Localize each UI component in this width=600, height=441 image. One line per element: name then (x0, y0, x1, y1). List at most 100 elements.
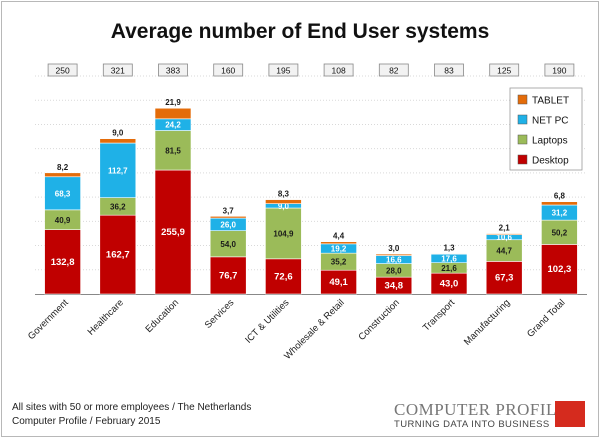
bar-segment-laptops (265, 207, 302, 260)
data-label: 8,2 (57, 163, 69, 172)
total-box (158, 63, 188, 77)
total-box (102, 63, 133, 77)
data-label: 16,6 (386, 256, 402, 265)
legend-entry: Desktop (532, 156, 569, 167)
category-label: Education (143, 297, 181, 335)
total-box (47, 63, 78, 77)
bar-segment-desktop (154, 169, 192, 295)
data-label: 10,6 (496, 233, 512, 242)
total-label: 125 (497, 66, 511, 76)
bar-segment-desktop (99, 214, 137, 295)
data-label: 21,9 (165, 98, 181, 107)
bar-segment-net-pc (44, 176, 81, 211)
data-label: 17,6 (441, 254, 457, 263)
bar-segment-tablet (430, 253, 468, 255)
category-label: Government (26, 297, 71, 342)
data-label: 34,8 (385, 281, 404, 292)
data-label: 72,6 (274, 271, 293, 282)
total-box (213, 63, 244, 77)
data-label: 8,3 (278, 190, 290, 199)
bar-segment-tablet (99, 138, 137, 144)
bar-segment-laptops (209, 230, 247, 258)
bar-segment-tablet (154, 107, 192, 120)
data-label: 26,0 (220, 220, 236, 229)
data-label: 9,0 (112, 129, 124, 138)
total-label: 321 (111, 66, 125, 76)
chart-title: Average number of End User systems (111, 20, 490, 43)
data-label: 35,2 (331, 258, 347, 267)
total-label: 190 (552, 66, 566, 76)
data-label: 68,3 (55, 189, 71, 198)
total-label: 250 (56, 66, 70, 76)
bar-segment-net-pc (99, 142, 137, 198)
data-label: 4,4 (333, 232, 345, 241)
data-label: 9,0 (278, 202, 290, 211)
data-label: 112,7 (108, 166, 128, 175)
data-label: 21,6 (441, 264, 457, 273)
data-label: 36,2 (110, 202, 126, 211)
logo-tagline: TURNING DATA INTO BUSINESS (394, 419, 550, 430)
data-label: 132,8 (51, 257, 75, 268)
computer-profile-logo: COMPUTER PROFILE TURNING DATA INTO BUSIN… (394, 400, 594, 430)
bar-segment-tablet (44, 172, 81, 178)
category-label: ICT & Utilities (243, 297, 292, 346)
bar-segment-tablet (541, 201, 578, 206)
total-box (378, 63, 409, 77)
legend-swatch (517, 134, 528, 145)
bar-segment-tablet (320, 241, 357, 245)
data-label: 19,2 (331, 245, 347, 254)
legend-swatch (517, 154, 528, 165)
legend-entry: NET PC (532, 116, 569, 127)
total-box (268, 63, 299, 77)
category-label: Manufacturing (462, 297, 512, 347)
bar-segment-desktop (44, 229, 81, 295)
data-label: 162,7 (106, 250, 130, 261)
data-label: 3,0 (388, 244, 400, 253)
category-label: Grand Total (525, 297, 567, 339)
data-label: 49,1 (329, 277, 348, 288)
category-label: Services (203, 297, 237, 331)
total-label: 195 (276, 66, 290, 76)
data-label: 6,8 (554, 192, 566, 201)
legend-entry: Laptops (532, 136, 568, 147)
data-label: 3,7 (223, 206, 235, 215)
data-label: 54,0 (220, 240, 236, 249)
bar-segment-desktop (541, 244, 578, 295)
data-label: 67,3 (495, 273, 514, 284)
data-label: 102,3 (548, 264, 572, 275)
bar-segment-tablet (209, 215, 247, 219)
data-label: 1,3 (443, 244, 455, 253)
category-label: Wholesale & Retail (282, 297, 347, 362)
bar-segment-tablet (265, 199, 302, 204)
total-label: 160 (221, 66, 235, 76)
data-label: 81,5 (165, 146, 181, 155)
data-label: 43,0 (440, 279, 459, 290)
legend-entry: TABLET (532, 96, 569, 107)
data-label: 104,9 (273, 229, 294, 238)
data-label: 50,2 (552, 228, 568, 237)
total-label: 83 (444, 66, 454, 76)
data-label: 40,9 (55, 216, 71, 225)
total-label: 82 (389, 66, 399, 76)
category-label: Healthcare (86, 297, 126, 337)
total-box (323, 63, 354, 77)
total-box (434, 63, 464, 77)
data-label: 76,7 (219, 270, 238, 281)
logo-mark-icon (555, 401, 585, 427)
data-label: 24,2 (165, 121, 181, 130)
bar-segment-tablet (485, 233, 523, 235)
category-label: Transport (421, 297, 458, 334)
total-box (489, 63, 520, 77)
total-label: 383 (166, 66, 180, 76)
logo-name: COMPUTER PROFILE (394, 400, 568, 419)
bar-segment-desktop (209, 256, 247, 295)
stacked-bar-chart: Average number of End User systems 132,8… (26, 20, 587, 362)
bar-segment-desktop (485, 261, 523, 295)
legend-swatch (517, 94, 528, 105)
bar-segment-tablet (375, 253, 413, 256)
footer-note-sample: All sites with 50 or more employees / Th… (12, 402, 252, 413)
data-label: 44,7 (496, 247, 512, 256)
data-label: 31,2 (552, 209, 568, 218)
legend-swatch (517, 114, 528, 125)
